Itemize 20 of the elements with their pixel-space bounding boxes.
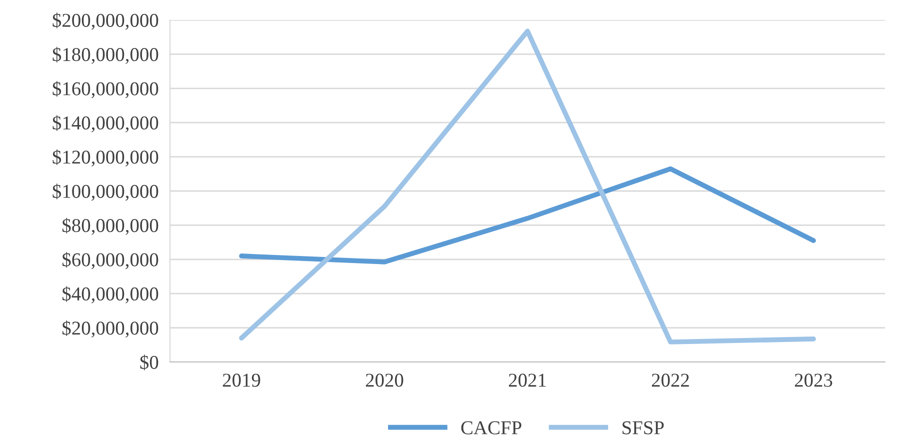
y-tick-label: $140,000,000 [52,115,158,132]
y-tick-label: $160,000,000 [52,81,158,98]
y-tick-label: $60,000,000 [62,252,158,270]
y-tick-label: $20,000,000 [62,320,158,338]
y-tick-label: $180,000,000 [52,46,158,64]
x-tick-label: 2023 [794,374,832,387]
y-tick-label: $100,000,000 [52,184,158,201]
y-tick-label: $0 [140,354,158,370]
y-tick-label: $120,000,000 [52,149,158,167]
x-tick-label: 2021 [508,374,546,387]
x-tick-label: 2022 [652,374,689,387]
line-series [239,28,816,344]
legend-label: CACFP [461,421,522,434]
x-tick-label: 2020 [366,374,404,387]
y-tick-label: $80,000,000 [62,218,158,235]
y-tick-label: $40,000,000 [62,286,158,304]
legend-label: SFSP [622,421,664,434]
x-tick-label: 2019 [222,374,260,387]
line-series [239,166,816,264]
y-tick-label: $200,000,000 [52,12,158,30]
